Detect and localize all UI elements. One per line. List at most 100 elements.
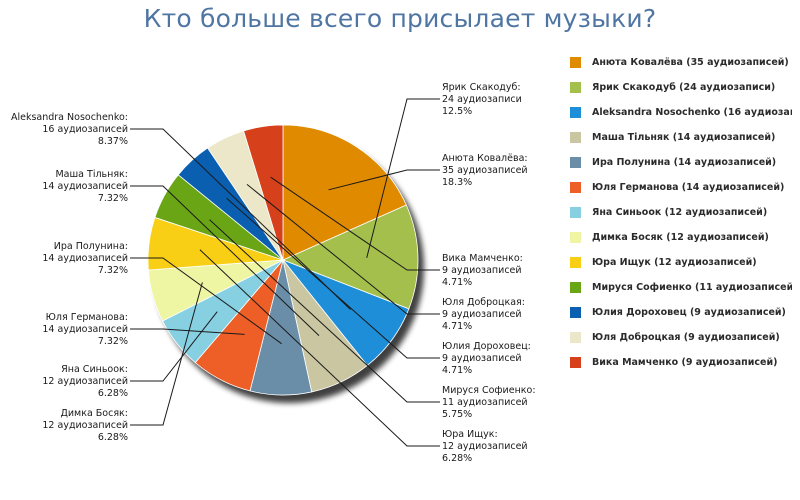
slice-label-name: Юля Германова: [46,312,128,323]
legend-label: Димка Босяк (12 аудиозаписей) [592,232,769,243]
leader-line [130,328,245,335]
legend-label: Юля Доброцкая (9 аудиозаписей) [592,332,780,343]
slice-label: Ярик Скакодуб: 24 аудиозаписи 12.5% [442,82,522,117]
slice-label-count: 11 аудиозаписей [442,397,528,408]
legend-swatch [570,132,581,143]
slice-label-percent: 12.5% [442,106,472,117]
legend-label: Юлия Дороховец (9 аудиозаписей) [592,307,786,318]
legend-item: Юля Доброцкая (9 аудиозаписей) [570,325,792,350]
slice-label-percent: 6.28% [442,453,472,464]
slice-label-percent: 4.71% [442,277,472,288]
leader-line [209,219,440,403]
legend-item: Мируся Софиенко (11 аудиозаписей) [570,275,792,300]
legend-item: Юра Ищук (12 аудиозаписей) [570,250,792,275]
slice-label-count: 14 аудиозаписей [42,253,128,264]
slice-label: Aleksandra Nosochenko: 16 аудиозаписей 8.3… [11,112,128,147]
legend-swatch [570,307,581,318]
slice-label-count: 9 аудиозаписей [442,309,522,320]
slice-label-count: 12 аудиозаписей [42,420,128,431]
legend-swatch [570,157,581,168]
slice-label: Мируся Софиенко: 11 аудиозаписей 5.75% [442,385,536,420]
slice-label-count: 35 аудиозаписей [442,165,528,176]
pie-slice [282,124,407,261]
leader-line [130,257,282,345]
legend-label: Юра Ищук (12 аудиозаписей) [592,257,757,268]
slice-label-percent: 8.37% [98,136,128,147]
slice-label: Маша Тільняк: 14 аудиозаписей 7.32% [42,169,128,204]
slice-label-name: Ира Полунина: [54,241,128,252]
chart-title: Кто больше всего присылает музыки? [143,4,657,33]
legend-swatch [570,282,581,293]
legend-swatch [570,182,581,193]
slice-label-count: 12 аудиозаписей [42,376,128,387]
leader-line [130,185,320,336]
legend-swatch [570,257,581,268]
slice-label-name: Вика Мамченко: [442,253,523,264]
slice-label-percent: 7.32% [98,336,128,347]
slice-label-name: Юля Доброцкая: [442,297,525,308]
leader-line [328,169,440,191]
pie-slice [243,124,284,261]
legend-item: Юля Германова (14 аудиозаписей) [570,175,792,200]
slice-label-percent: 5.75% [442,409,472,420]
legend-label: Вика Мамченко (9 аудиозаписей) [592,357,778,368]
pie-slice [281,204,419,310]
legend-swatch [570,107,581,118]
legend-label: Яна Синьоок (12 аудиозаписей) [592,207,768,218]
legend-label: Aleksandra Nosochenko (16 аудиозаписей) [592,107,792,118]
legend-swatch [570,57,581,68]
leader-line [366,98,440,259]
pie-chart: Анюта Ковалёва: 35 аудиозаписей 18.3% Ярик … [11,82,536,464]
leader-line [226,197,440,359]
slice-label: Юра Ищук: 12 аудиозаписей 6.28% [442,429,528,464]
legend-label: Ира Полунина (14 аудиозаписей) [592,157,777,168]
slice-label: Ира Полунина: 14 аудиозаписей 7.32% [42,241,128,276]
leader-line [130,128,351,310]
slice-label-percent: 7.32% [98,265,128,276]
legend-swatch [570,232,581,243]
slice-label-name: Димка Босяк: [60,408,128,419]
legend-label: Ярик Скакодуб (24 аудиозаписи) [592,82,776,93]
slice-label-name: Анюта Ковалёва: [442,153,528,164]
slice-label: Вика Мамченко: 9 аудиозаписей 4.71% [442,253,523,288]
legend-item: Aleksandra Nosochenko (16 аудиозаписей) [570,100,792,125]
slice-label-name: Мируся Софиенко: [442,385,536,396]
slice-label-count: 24 аудиозаписи [442,94,522,105]
legend-item: Анюта Ковалёва (35 аудиозаписей) [570,50,792,75]
slice-label: Анюта Ковалёва: 35 аудиозаписей 18.3% [442,153,528,188]
slice-label-count: 12 аудиозаписей [442,441,528,452]
leader-line [246,184,440,315]
legend-swatch [570,332,581,343]
slice-label-percent: 6.28% [98,432,128,443]
slice-label: Юля Германова: 14 аудиозаписей 7.32% [42,312,128,347]
legend-label: Маша Тільняк (14 аудиозаписей) [592,132,776,143]
slice-label-name: Юлия Дороховец: [442,341,531,352]
legend-swatch [570,207,581,218]
legend-label: Юля Германова (14 аудиозаписей) [592,182,785,193]
legend-item: Ярик Скакодуб (24 аудиозаписи) [570,75,792,100]
slice-label-name: Aleksandra Nosochenko: [11,112,128,123]
slice-label: Юля Доброцкая: 9 аудиозаписей 4.71% [442,297,525,332]
slice-label-name: Маша Тільняк: [55,169,128,180]
legend-swatch [570,357,581,368]
slice-label-percent: 6.28% [98,388,128,399]
slice-label-count: 14 аудиозаписей [42,181,128,192]
slice-label: Димка Босяк: 12 аудиозаписей 6.28% [42,408,128,443]
slice-label-name: Юра Ищук: [442,429,498,440]
slice-label-percent: 4.71% [442,321,472,332]
legend-item: Яна Синьоок (12 аудиозаписей) [570,200,792,225]
leader-line [199,249,440,447]
slice-label-name: Ярик Скакодуб: [442,82,521,93]
slice-label-count: 9 аудиозаписей [442,265,522,276]
slice-label: Яна Синьоок: 12 аудиозаписей 6.28% [42,364,128,399]
slice-label-percent: 18.3% [442,177,472,188]
slice-label-count: 16 аудиозаписей [42,124,128,135]
slice-label: Юлия Дороховец: 9 аудиозаписей 4.71% [442,341,531,376]
legend-swatch [570,82,581,93]
legend-item: Юлия Дороховец (9 аудиозаписей) [570,300,792,325]
slice-label-percent: 7.32% [98,193,128,204]
slice-label-name: Яна Синьоок: [61,364,128,375]
leader-line [130,282,203,426]
legend-label: Анюта Ковалёва (35 аудиозаписей) [592,57,789,68]
slice-label-count: 14 аудиозаписей [42,324,128,335]
